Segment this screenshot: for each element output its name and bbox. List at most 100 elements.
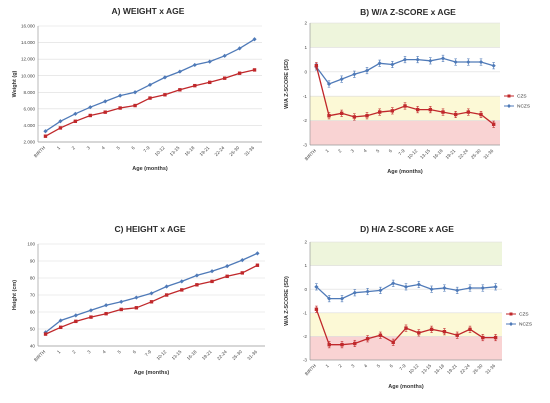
panel-b-xtick-label: 10-12 [407, 148, 419, 160]
panel-a-title: A) WEIGHT x AGE [112, 6, 185, 16]
panel-b-nczs-point [453, 59, 458, 65]
panel-b-nczs-point [377, 61, 382, 66]
panel-b-legend-czs-marker [507, 94, 511, 98]
panel-c-xtick-label: 2 [71, 349, 77, 355]
panel-d-czs-point [455, 333, 459, 337]
panel-d-nczs-point [378, 288, 383, 293]
panel-d-xtick-label: 6 [389, 363, 395, 369]
panel-c-czs-point [74, 319, 78, 324]
panel-d-czs-point [327, 342, 331, 347]
panel-c-nczs-point [134, 295, 139, 300]
panel-c-xtick-label: 19-21 [201, 349, 213, 361]
panel-d-xtick-label: 2 [337, 363, 343, 369]
panel-c-xtick-label: 7-9 [144, 349, 153, 358]
panel-d-xtick-label: 1 [325, 363, 331, 369]
panel-c-nczs-point [194, 273, 199, 278]
panel-b-xtick-label: 13-15 [419, 148, 431, 160]
panel-b-band-green [310, 23, 500, 48]
panel-a-czs-point [178, 88, 182, 92]
panel-b-nczs-point [339, 77, 344, 82]
panel-d-czs-point [391, 340, 395, 344]
panel-d-band-green [310, 242, 502, 266]
panel-c-nczs-point [209, 269, 215, 274]
panel-a-xtick-label: 4 [101, 145, 107, 151]
panel-d-czs-point [365, 337, 370, 341]
panel-a-xtick-label: 3 [86, 145, 92, 151]
panel-c-nczs-point [104, 303, 109, 308]
panel-c-nczs-point [225, 264, 230, 269]
panel-a-nczs-point [222, 53, 227, 58]
panel-a-xlabel: Age (months) [132, 166, 168, 172]
panel-a-czs-point [252, 68, 257, 72]
panel-d-nczs-point [467, 285, 473, 291]
panel-b-nczs-point [491, 63, 496, 68]
panel-b-czs-point [390, 109, 395, 113]
panel-d-xtick-label: 19-21 [446, 363, 458, 375]
panel-b-legend-nczs-marker [507, 104, 511, 108]
panel-d-legend-czs-marker [509, 312, 513, 316]
panel-d-czs-point [468, 327, 472, 332]
panel-b-nczs-point [352, 72, 357, 77]
panel-b-czs-point [415, 107, 420, 112]
panel-c-czs-point [104, 312, 108, 316]
panel-d-czs-point [404, 326, 408, 330]
panel-d-ytick-label: 0 [304, 287, 307, 292]
panel-b-czs-point [327, 114, 331, 118]
panel-a-ytick-label: 12.000 [21, 57, 35, 62]
panel-b-nczs-point [478, 59, 484, 65]
panel-a-nczs-point [177, 69, 182, 74]
panel-d-czs-point [378, 333, 383, 337]
panel-b-nczs-point [415, 57, 420, 62]
panel-a-ytick-label: 6.000 [24, 106, 36, 111]
panel-d-czs-point [429, 327, 434, 332]
panel-d-nczs-point [455, 288, 460, 293]
panel-a-nczs-point [103, 99, 108, 104]
panel-b-legend-nczs-label: NCZS [517, 104, 530, 110]
panel-b-nczs-point [364, 68, 370, 73]
panel-c-ytick-label: 90 [30, 259, 36, 264]
panel-d-xtick-label: 7-9 [398, 363, 407, 372]
panel-c-ytick-label: 70 [30, 293, 36, 298]
panel-a-xtick-label: 2 [71, 145, 77, 151]
panel-c-ytick-label: 60 [30, 310, 36, 315]
panel-d-xtick-label: 31-36 [484, 363, 496, 375]
panel-b-nczs-point [440, 56, 446, 61]
panel-b-czs-point [428, 107, 433, 112]
panel-c-xlabel: Age (months) [134, 370, 170, 376]
panel-b-czs-point [479, 112, 483, 117]
panel-c-czs-point [255, 263, 260, 267]
panel-a-czs-point [208, 80, 212, 85]
panel-d-nczs-point [365, 289, 370, 294]
panel-d-band-yellow [310, 312, 502, 337]
panel-b-ytick-label: -1 [303, 94, 308, 99]
panel-d-nczs-point [314, 284, 319, 289]
panel-d-nczs-point [493, 284, 498, 289]
panel-c-xtick-label: 3 [86, 349, 92, 355]
panel-d-nczs-point [416, 282, 421, 287]
panel-d-ytick-label: 1 [304, 263, 307, 268]
panel-c-czs-point [89, 315, 93, 319]
panel-c-nczs-point [88, 308, 94, 313]
panel-a-nczs-point [132, 90, 138, 95]
panel-a-ytick-label: 16.000 [21, 24, 35, 29]
panel-b-ylabel: W/A Z-SCORE (SD) [284, 59, 290, 109]
panel-b-xtick-label: 31-36 [483, 148, 495, 160]
panel-a-xtick-label: 31-36 [243, 145, 255, 157]
panel-b-nczs-point [326, 81, 332, 87]
panel-d-title: D) H/A Z-SCORE x AGE [360, 224, 454, 234]
panel-d-xtick-label: BIRTH [304, 363, 317, 376]
panel-c-nczs-point [179, 279, 184, 284]
panel-b-nczs-point [390, 62, 395, 67]
panel-b-czs-point [314, 64, 319, 68]
panel-a-nczs-point [118, 93, 123, 98]
panel-a-nczs-point [252, 37, 257, 42]
panel-d-nczs-point [480, 285, 485, 291]
panel-c-xtick-label: 10-12 [155, 349, 167, 361]
panel-c-czs-point [240, 271, 244, 275]
panel-d-xtick-label: 5 [376, 363, 382, 369]
panel-a-xtick-label: BIRTH [33, 145, 46, 158]
panel-c-nczs-point [119, 299, 124, 304]
panel-c-title: C) HEIGHT x AGE [115, 224, 186, 234]
panel-a-xtick-label: 10-12 [154, 145, 166, 157]
panel-b-xtick-label: 22-24 [457, 148, 469, 160]
